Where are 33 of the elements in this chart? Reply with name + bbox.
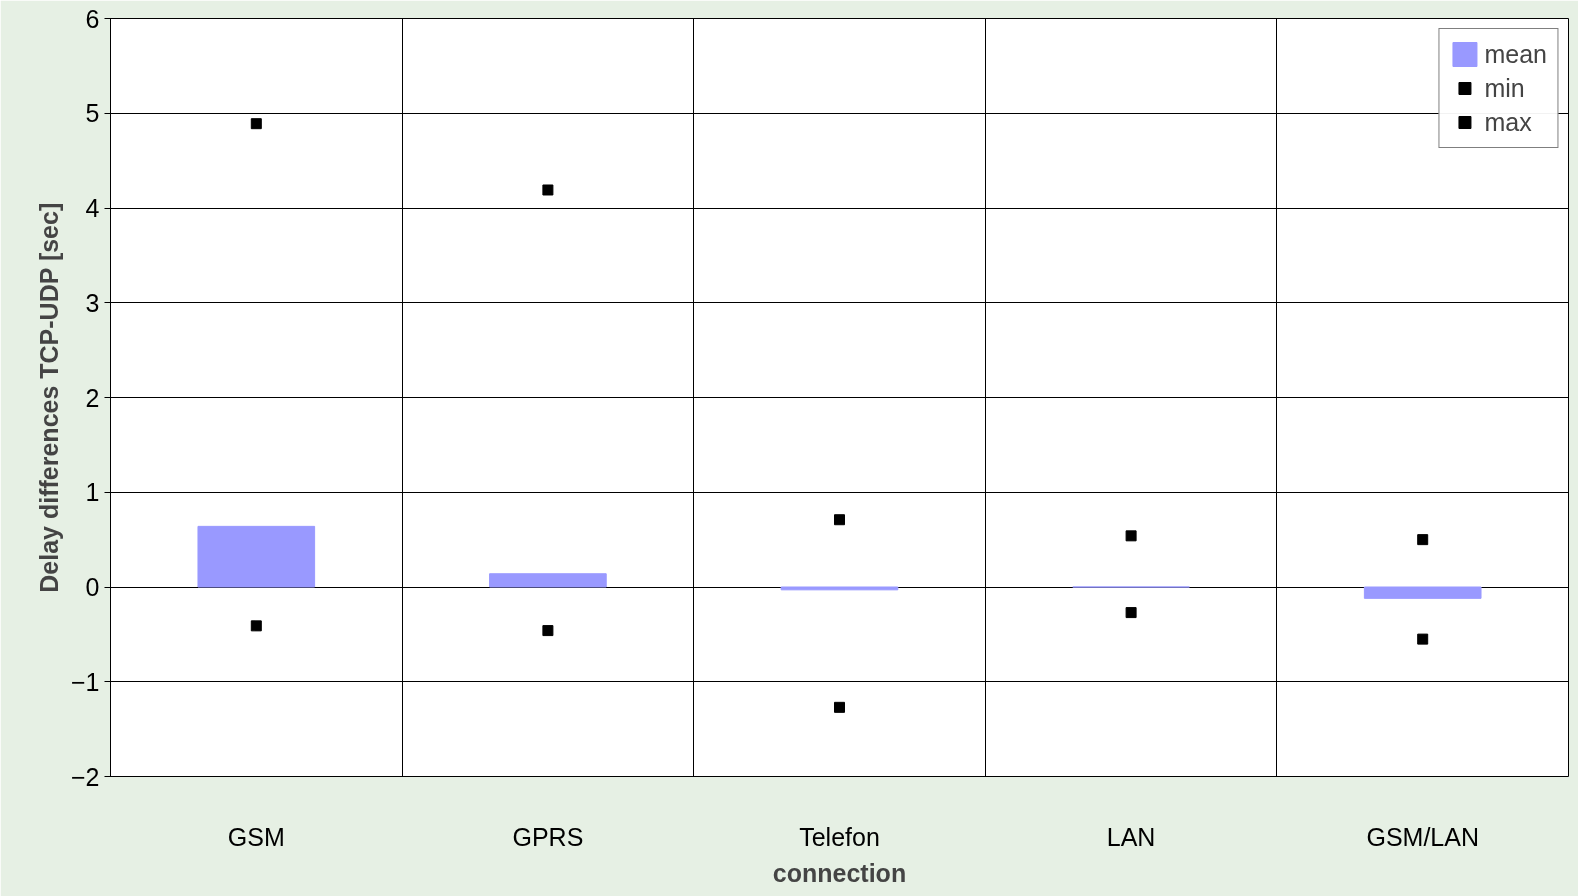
point bbox=[542, 184, 554, 196]
point bbox=[1125, 530, 1137, 542]
y-tick-label: 3 bbox=[85, 288, 100, 317]
bar bbox=[489, 573, 607, 588]
y-tick-label: −2 bbox=[71, 762, 100, 791]
y-tick-label: 1 bbox=[85, 478, 100, 507]
y-tick-label: 2 bbox=[85, 383, 100, 412]
bar bbox=[1363, 586, 1482, 599]
bar bbox=[780, 586, 899, 591]
legend-label: max bbox=[1484, 107, 1532, 137]
x-tick-label: GPRS bbox=[512, 822, 584, 851]
point bbox=[542, 625, 554, 637]
y-tick-label: 5 bbox=[85, 99, 100, 128]
point bbox=[1125, 607, 1137, 619]
bar bbox=[197, 525, 316, 588]
point bbox=[834, 514, 845, 526]
y-axis-title: Delay differences TCP-UDP [sec] bbox=[35, 202, 63, 593]
point bbox=[1417, 633, 1429, 645]
x-tick-label: GSM/LAN bbox=[1366, 822, 1479, 851]
x-axis-title: connection bbox=[772, 858, 907, 887]
y-tick-label: 6 bbox=[85, 4, 100, 33]
point bbox=[250, 620, 262, 632]
x-tick-label: Telefon bbox=[799, 822, 880, 851]
x-tick-label: LAN bbox=[1106, 822, 1156, 851]
y-tick-label: 4 bbox=[85, 194, 100, 222]
point bbox=[250, 118, 262, 130]
y-tick-label: 0 bbox=[85, 573, 100, 601]
x-tick-label: GSM bbox=[227, 822, 285, 851]
legend-label: mean bbox=[1484, 39, 1547, 69]
y-tick-label: −1 bbox=[71, 667, 100, 696]
point bbox=[834, 701, 845, 713]
legend-label: min bbox=[1484, 73, 1525, 103]
point bbox=[1417, 534, 1429, 546]
